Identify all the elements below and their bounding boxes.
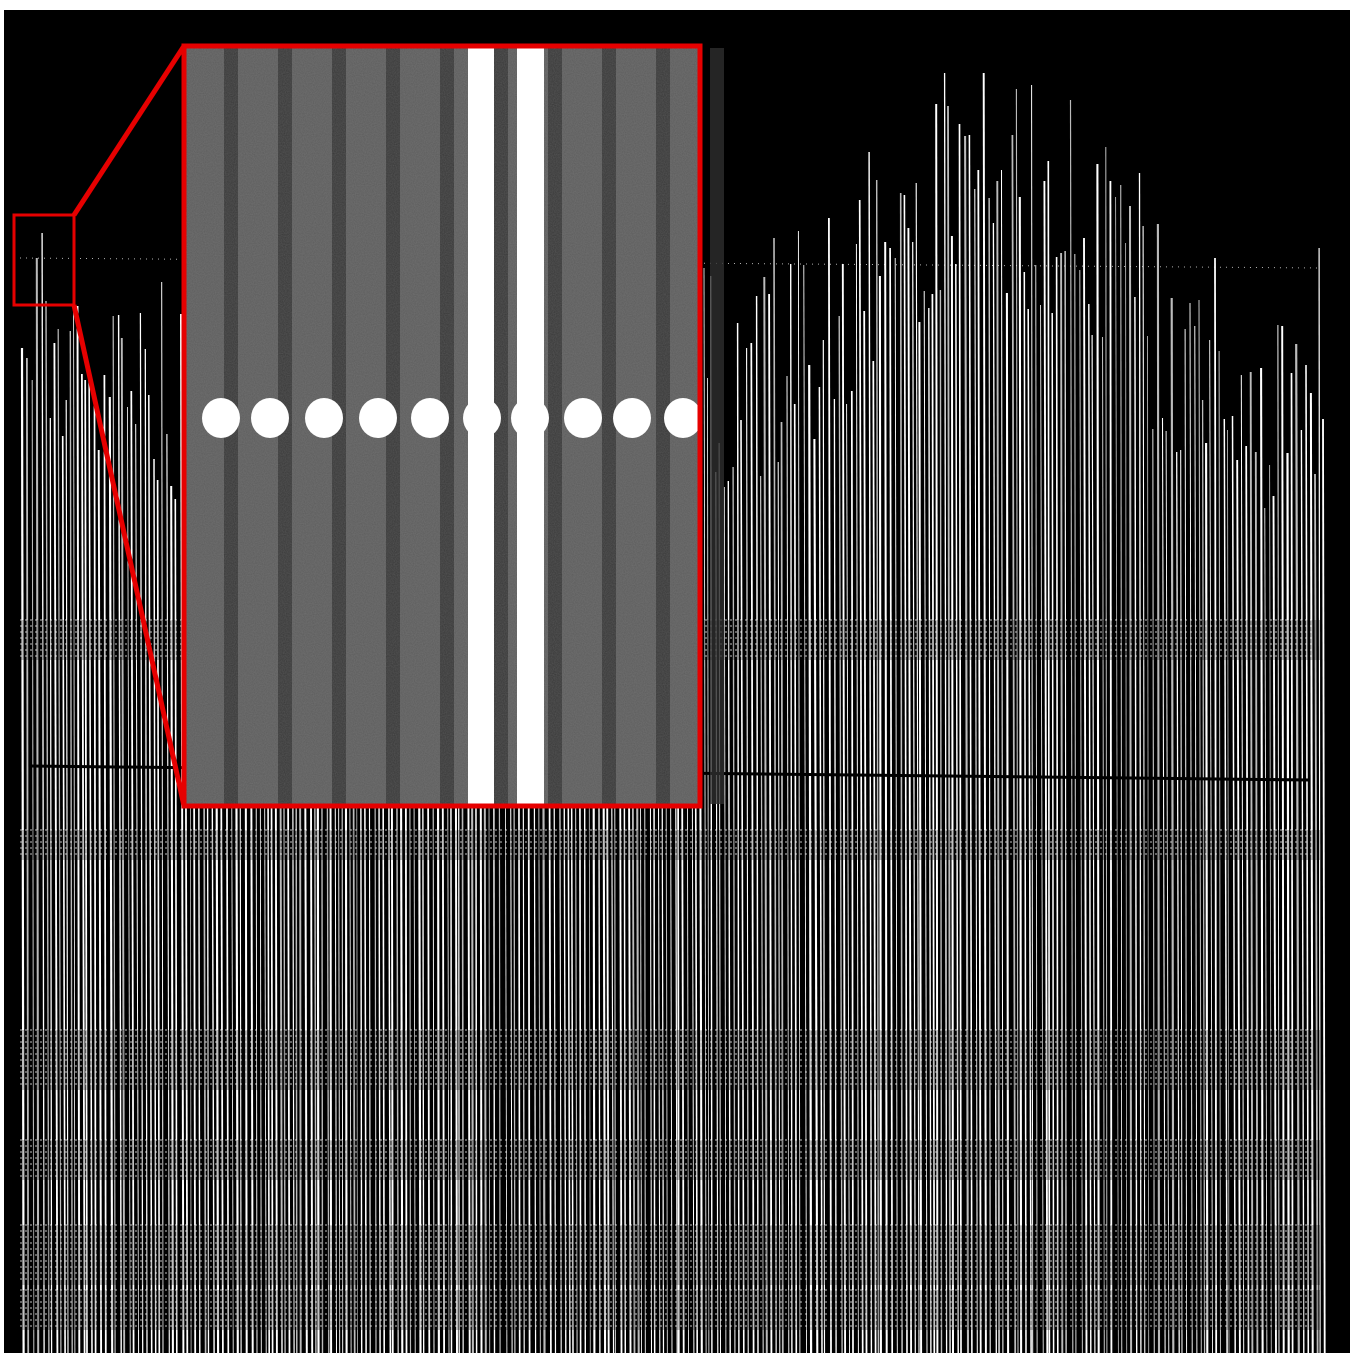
fiber-trace <box>1215 258 1216 1353</box>
page: (() => { JSON.parse(document.getElementB… <box>0 0 1354 1353</box>
fiber-trace <box>952 236 953 1353</box>
inset-spot <box>411 398 449 438</box>
inset-spot <box>305 398 343 438</box>
fiber-trace <box>37 258 38 1353</box>
row-band <box>20 830 1320 860</box>
fiber-trace <box>1007 293 1008 1353</box>
fiber-trace <box>1061 253 1062 1353</box>
inset-spot <box>664 398 702 438</box>
fiber-trace <box>1158 224 1159 1353</box>
fiber-trace <box>880 276 881 1353</box>
fiber-trace <box>1292 373 1293 1353</box>
inset-spot <box>463 398 501 438</box>
detector-image <box>0 0 1354 1353</box>
fiber-trace <box>852 391 853 1353</box>
inset-spot <box>511 398 549 438</box>
inset-spot <box>564 398 602 438</box>
inset-spot <box>251 398 289 438</box>
fiber-trace <box>1288 453 1289 1353</box>
inset-spot <box>202 398 240 438</box>
fiber-trace <box>1206 443 1207 1353</box>
inset-spot <box>613 398 651 438</box>
inset-dark-stripe <box>710 48 724 804</box>
inset-spot <box>359 398 397 438</box>
zoom-inset <box>184 46 724 806</box>
fiber-trace <box>95 399 96 1353</box>
